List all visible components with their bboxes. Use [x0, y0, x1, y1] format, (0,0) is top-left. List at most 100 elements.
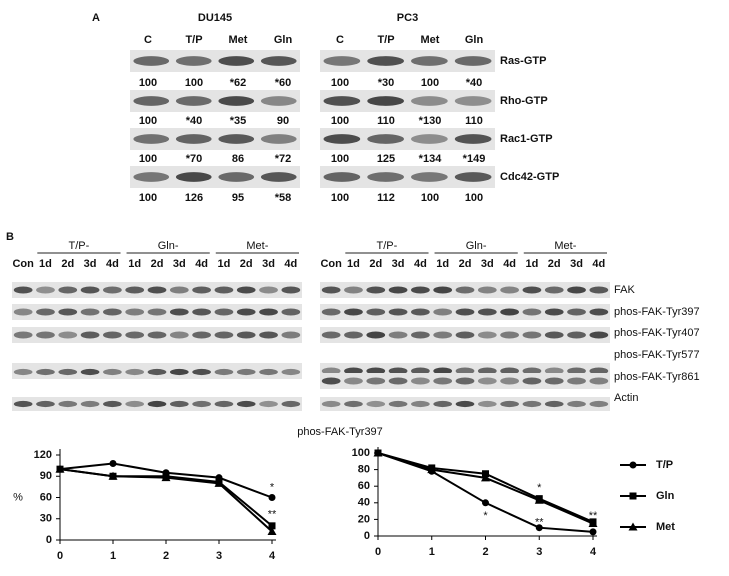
band [58, 286, 78, 294]
band [344, 367, 363, 375]
band [36, 286, 55, 294]
band [344, 331, 363, 339]
quantification: 100 [331, 192, 349, 204]
band [58, 368, 78, 376]
legend-marker [628, 522, 638, 531]
band [218, 56, 255, 66]
column-label: T/P [377, 34, 394, 46]
lane-label: 1d [347, 258, 360, 270]
x-tick-label: 1 [429, 546, 435, 558]
lane-label: 1d [526, 258, 539, 270]
band [411, 96, 448, 106]
band [169, 368, 189, 376]
lane-label: 2d [369, 258, 382, 270]
band [321, 377, 341, 385]
band [218, 134, 255, 144]
data-point [534, 495, 544, 504]
data-point [588, 519, 598, 528]
band [477, 286, 497, 294]
band [388, 308, 408, 316]
band [522, 331, 542, 339]
column-label: Met [421, 34, 440, 46]
band [411, 367, 430, 375]
band [175, 96, 212, 106]
band [214, 308, 234, 316]
band [433, 286, 453, 294]
band [367, 56, 404, 66]
row-label: Actin [614, 392, 638, 404]
band [411, 172, 448, 182]
lane-label: 1d [436, 258, 449, 270]
band [80, 368, 100, 376]
band [388, 286, 408, 294]
y-tick-label: 100 [352, 447, 370, 459]
band [477, 377, 497, 385]
band [259, 400, 278, 408]
band [103, 286, 122, 294]
quantification: 112 [377, 192, 395, 204]
annotation: * [483, 510, 488, 522]
row-label: phos-FAK-Tyr407 [614, 327, 700, 339]
annotation: ** [535, 517, 544, 529]
row-label: Rho-GTP [500, 95, 548, 107]
band [344, 286, 363, 294]
quantification: *60 [275, 77, 292, 89]
band [388, 377, 408, 385]
band [13, 308, 33, 316]
quantification: 100 [465, 192, 483, 204]
y-tick-label: 0 [46, 534, 52, 546]
band [477, 400, 497, 408]
band [567, 331, 586, 339]
quantification: 100 [331, 77, 349, 89]
band [125, 331, 145, 339]
data-point [268, 494, 276, 501]
band [500, 331, 519, 339]
blot-strip [320, 166, 495, 188]
band [411, 286, 430, 294]
band [218, 172, 255, 182]
quantification: 100 [139, 192, 157, 204]
band [214, 331, 234, 339]
band [80, 400, 100, 408]
column-label: T/P [185, 34, 202, 46]
band [323, 134, 361, 144]
band [366, 331, 386, 339]
y-tick-label: 120 [34, 449, 52, 461]
band [455, 400, 475, 408]
band [169, 286, 189, 294]
band [13, 400, 33, 408]
band [567, 286, 586, 294]
band [281, 400, 301, 408]
band [260, 96, 297, 106]
band [58, 308, 78, 316]
band [433, 377, 453, 385]
band [454, 56, 492, 66]
band [175, 172, 212, 182]
band [388, 367, 408, 375]
band [281, 368, 301, 376]
y-tick-label: 30 [40, 513, 52, 525]
band [321, 308, 341, 316]
band [411, 331, 430, 339]
lane-label: 4d [106, 258, 119, 270]
band [455, 308, 475, 316]
band [58, 331, 78, 339]
group-label: Met- [246, 240, 268, 252]
lane-label: 4d [195, 258, 208, 270]
blot-strip [320, 90, 495, 112]
quantification: 100 [185, 77, 203, 89]
band [175, 56, 212, 66]
band [323, 96, 361, 106]
band [192, 286, 211, 294]
quantification: 100 [421, 77, 439, 89]
band [367, 96, 404, 106]
row-label: phos-FAK-Tyr577 [614, 349, 700, 361]
lane-label: Con [320, 258, 342, 270]
blot-strip [320, 50, 495, 72]
lane-label: 3d [570, 258, 583, 270]
band [589, 367, 609, 375]
cell-line-title: DU145 [198, 12, 232, 24]
band [589, 400, 609, 408]
band [260, 56, 297, 66]
band [36, 368, 55, 376]
